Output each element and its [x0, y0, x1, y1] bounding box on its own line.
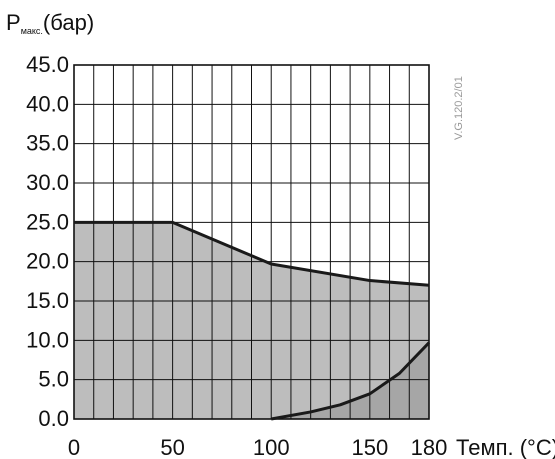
grid-lines	[73, 64, 430, 420]
x-tick-label: 100	[253, 435, 290, 459]
y-tick-labels: 0.0 5.0 10.0 15.0 20.0 25.0 30.0 35.0 40.0 45.0	[26, 52, 69, 431]
x-tick-label: 0	[68, 435, 80, 459]
reference-code: V.G.120.2/01	[453, 76, 465, 140]
y-axis-label-sub: макс.	[21, 26, 43, 36]
x-tick-label: 180	[411, 435, 448, 459]
y-tick-label: 45.0	[26, 52, 69, 77]
x-tick-label: 150	[351, 435, 388, 459]
saturation-curve	[270, 341, 431, 421]
y-tick-label: 15.0	[26, 288, 69, 313]
x-tick-label: 50	[160, 435, 184, 459]
y-axis-label-main: P	[6, 10, 21, 35]
y-axis-label: Pмакс.(бар)	[6, 10, 94, 36]
y-tick-label: 5.0	[38, 367, 69, 392]
x-axis-label: Темп. (°C)	[456, 435, 555, 459]
y-tick-label: 40.0	[26, 91, 69, 116]
y-axis-label-unit: (бар)	[43, 10, 94, 35]
y-tick-label: 0.0	[38, 406, 69, 431]
y-tick-label: 25.0	[26, 209, 69, 234]
max-pressure-curve	[74, 220, 430, 287]
y-tick-label: 35.0	[26, 131, 69, 156]
series-curves	[74, 220, 431, 421]
y-tick-label: 30.0	[26, 170, 69, 195]
plot-frame	[73, 64, 430, 420]
y-tick-label: 10.0	[26, 327, 69, 352]
y-tick-label: 20.0	[26, 249, 69, 274]
x-tick-labels: 0 50 100 150 180	[68, 435, 447, 459]
